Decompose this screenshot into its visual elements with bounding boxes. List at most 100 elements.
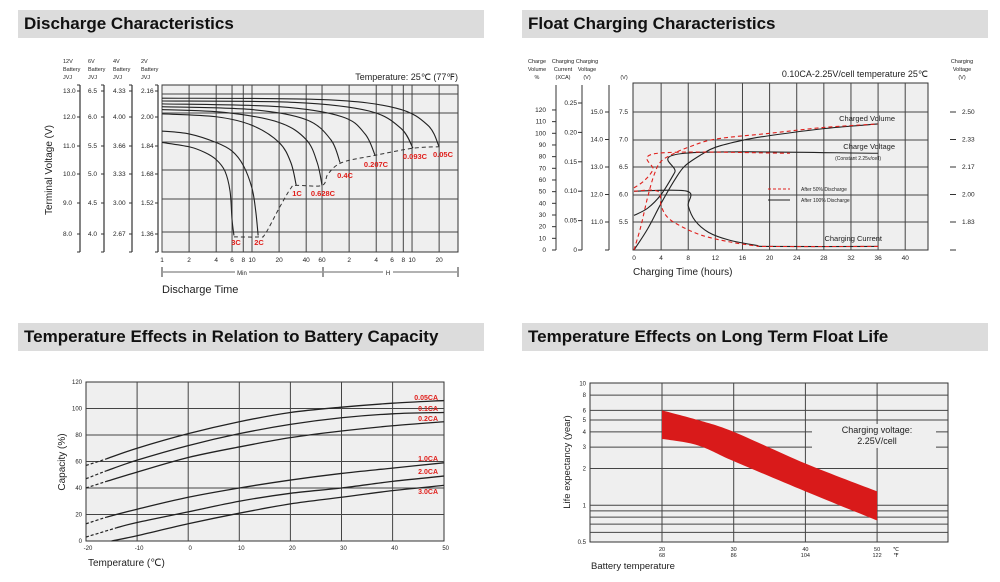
constant-voltage-note: (Constant 2.25v/cell) [835, 156, 881, 162]
discharge-curve-0.093C [161, 100, 414, 149]
float-axis-header: Voltage [578, 67, 596, 73]
discharge-x-tick-label: 6 [390, 257, 394, 264]
discharge-curve-0.05C [161, 97, 440, 148]
current-tick-label: 0.25 [564, 100, 577, 107]
capacity-y-tick-label: 40 [75, 486, 82, 492]
discharge-axis-header: 2V [141, 59, 148, 65]
volume-tick-label: 110 [536, 119, 547, 126]
capacity-curve-dashed-2.0CA [85, 527, 117, 538]
float-x-tick-label: 36 [874, 255, 882, 262]
float-x-tick-label: 20 [766, 255, 774, 262]
right-axis-header: Voltage [953, 67, 971, 73]
discharge-x-axis-label: Discharge Time [162, 284, 238, 296]
volume-tick-label: 0 [542, 247, 546, 254]
capacity-x-tick-label: 40 [391, 546, 398, 552]
discharge-rate-label: 2C [254, 238, 264, 247]
life-x-tick-fahrenheit: 68 [659, 553, 665, 559]
volume-tick-label: 70 [539, 165, 547, 172]
float-x-tick-label: 32 [847, 255, 855, 262]
discharge-y-tick-label: 6.5 [88, 88, 97, 95]
discharge-y-tick-label: 4.5 [88, 200, 97, 207]
discharge-rate-label: 3C [231, 238, 241, 247]
discharge-rate-label: 0.207C [364, 160, 389, 169]
capacity-y-tick-label: 0 [79, 539, 83, 545]
hour-range-label: H [386, 271, 390, 277]
float-life-header: Temperature Effects on Long Term Float L… [522, 323, 988, 351]
discharge-y-tick-label: 2.16 [141, 88, 154, 95]
charging-voltage-value: 2.25V/cell [857, 436, 897, 446]
discharge-temperature-annotation: Temperature: 25℃ (77℉) [355, 72, 458, 82]
life-y-tick-label: 10 [579, 381, 586, 387]
discharge-x-tick-label: 60 [318, 257, 326, 264]
discharge-x-tick-label: 8 [241, 257, 245, 264]
discharge-x-tick-label: 4 [214, 257, 218, 264]
end-voltage-dashed-line [233, 146, 440, 238]
volume-tick-label: 50 [539, 189, 547, 196]
discharge-curve-0.4C [161, 106, 341, 163]
discharge-axis-header: JVJ [88, 75, 97, 81]
discharge-rate-label: 0.093C [403, 152, 428, 161]
capacity-curve-dashed-0.2CA [85, 480, 107, 489]
float-axis-header: (V) [583, 75, 591, 81]
discharge-header: Discharge Characteristics [18, 10, 484, 38]
discharge-x-tick-label: 4 [374, 257, 378, 264]
float-x-tick-label: 4 [659, 255, 663, 262]
legend-label-100pct: After 100% Discharge [801, 198, 850, 204]
discharge-y-tick-label: 9.0 [63, 200, 72, 207]
capacity-y-tick-label: 60 [75, 460, 82, 466]
capacity-curve-0.1CA [106, 411, 444, 472]
capacity-curve-dashed-0.05CA [85, 458, 107, 467]
discharge-curve-1C [161, 113, 297, 186]
current-tick-label: 0.05 [564, 218, 577, 225]
volume-tick-label: 10 [539, 235, 547, 242]
charging-voltage-annotation: Charging voltage: [842, 425, 913, 435]
float-x-tick-label: 24 [793, 255, 801, 262]
life-expectancy-band [662, 410, 878, 521]
capacity-rate-label: 1.0CA [418, 456, 438, 463]
volume-tick-label: 120 [535, 107, 546, 114]
discharge-x-tick-label: 20 [436, 257, 444, 264]
float-axis-header: Current [554, 67, 573, 73]
discharge-curve-2C [161, 130, 259, 236]
float-axis-header: % [535, 75, 540, 81]
discharge-y-tick-label: 1.68 [141, 171, 154, 178]
discharge-axis-header: Battery [63, 67, 81, 73]
float-x-tick-label: 8 [686, 255, 690, 262]
discharge-x-tick-label: 2 [187, 257, 191, 264]
voltage6-tick-label: 7.5 [619, 109, 628, 116]
discharge-axis-header: JVJ [141, 75, 150, 81]
capacity-x-tick-label: -20 [84, 546, 93, 552]
float-axis-header: Volume [528, 67, 546, 73]
capacity-rate-label: 0.05CA [414, 395, 438, 402]
discharge-y-axis-label: Terminal Voltage (V) [44, 125, 55, 215]
life-y-axis-label: Life expectancy (year) [562, 415, 573, 508]
right-axis-header: (V) [958, 75, 966, 81]
life-y-tick-label: 8 [583, 393, 587, 399]
life-y-tick-label: 6 [583, 408, 587, 414]
capacity-curve-0.05CA [106, 399, 444, 460]
discharge-y-tick-label: 4.33 [113, 88, 126, 95]
capacity-curve-dashed-0.1CA [85, 470, 107, 480]
discharge-rate-label: 0.05C [433, 150, 454, 159]
discharge-y-tick-label: 11.0 [63, 143, 76, 150]
volume-tick-label: 20 [539, 224, 547, 231]
volume-tick-label: 30 [539, 212, 547, 219]
life-x-tick-celsius: 50 [874, 547, 880, 553]
discharge-y-tick-label: 2.00 [141, 114, 154, 121]
capacity-rate-label: 0.2CA [418, 416, 438, 423]
volume-tick-label: 40 [539, 200, 547, 207]
life-y-tick-label: 2 [583, 467, 587, 473]
volume-curve-50pct [633, 123, 879, 251]
voltage6-tick-label: 6.0 [619, 192, 628, 199]
capacity-y-axis-label: Capacity (%) [57, 433, 68, 490]
discharge-axis-header: JVJ [63, 75, 72, 81]
discharge-y-tick-label: 6.0 [88, 114, 97, 121]
right-voltage-tick-label: 2.17 [962, 164, 975, 171]
current-curve-50pct [633, 189, 879, 248]
capacity-y-tick-label: 120 [72, 380, 83, 386]
voltage12-tick-label: 15.0 [590, 109, 603, 116]
discharge-y-tick-label: 8.0 [63, 231, 72, 238]
discharge-x-tick-label: 6 [230, 257, 234, 264]
